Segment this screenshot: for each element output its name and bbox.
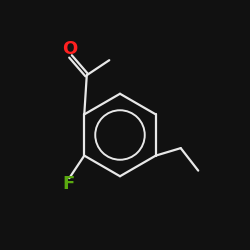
Text: O: O [62,40,77,58]
Text: F: F [62,175,74,193]
